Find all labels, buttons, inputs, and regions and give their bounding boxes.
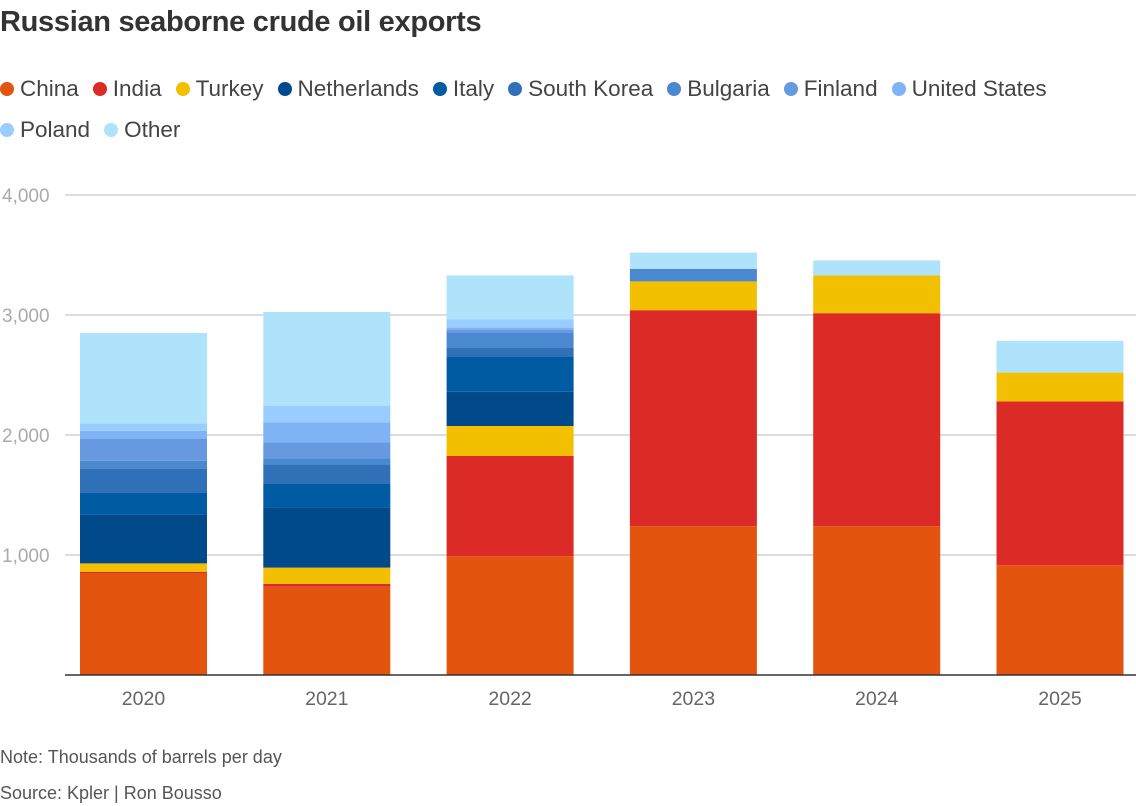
legend-swatch [891,81,906,96]
bar-segment-other [80,333,207,424]
bar-segment-india [80,571,207,573]
bar-segment-turkey [263,567,391,584]
x-tick-label: 2024 [855,688,899,710]
bar-segment-netherlands [80,514,207,564]
bar-segment-united-states [446,327,574,330]
legend-label: Poland [20,116,91,142]
bar-segment-poland [80,423,207,431]
bar-segment-finland [263,442,391,459]
x-tick-label: 2020 [122,688,166,710]
legend-item: South Korea [508,74,653,103]
bar-segment-turkey [996,372,1124,402]
legend-label: China [20,75,79,101]
x-tick-label: 2023 [672,688,715,710]
legend-label: India [112,75,162,101]
legend-item: Netherlands [277,74,419,103]
y-tick-label: 2,000 [2,426,50,447]
bar-segment-italy [80,492,207,515]
bar-segment-turkey [446,426,574,456]
bar-segment-india [446,456,574,557]
legend-item: Other [104,115,180,144]
bar-segment-netherlands [446,391,574,426]
legend-label: Other [124,116,181,142]
bar-segment-netherlands [263,507,391,568]
bar-segment-south-korea [80,468,207,493]
legend-swatch [0,81,14,96]
bar-segment-turkey [629,281,757,311]
bar-segment-china [446,556,574,675]
bar-segment-united-states [263,422,391,443]
bar-segment-poland [446,319,574,328]
legend-item: India [92,74,162,103]
bar-segment-china [263,586,391,675]
x-tick-label: 2021 [305,688,348,710]
bar-segment-italy [446,357,574,392]
legend-swatch [0,122,14,137]
legend-item: Poland [0,115,90,144]
chart-source: Source: Kpler | Ron Bousso [0,783,222,803]
legend-swatch [104,122,119,137]
legend-swatch [783,81,798,96]
bar-segment-south-korea [263,464,391,484]
legend: China India Turkey Netherlands Italy South Ko… [0,74,1130,144]
legend-label: Netherlands [297,75,419,101]
bar-segment-other [446,275,574,320]
legend-swatch [432,81,447,96]
bar-segment-china [813,526,941,675]
y-tick-label: 3,000 [2,306,50,327]
bar-segment-bulgaria [446,333,574,348]
legend-label: Turkey [195,75,264,101]
bar-segment-other [629,252,757,269]
bar-segment-other [996,340,1124,373]
bar-segment-bulgaria [80,460,207,469]
bar-segment-finland [80,438,207,461]
bar-segment-india [263,583,391,587]
legend-swatch [667,81,682,96]
bar-segment-india [813,313,941,527]
y-tick-label: 1,000 [2,546,50,567]
legend-label: Finland [803,75,878,101]
bar-segment-other [263,312,391,406]
bar-segment-turkey [813,275,941,314]
legend-swatch [92,81,107,96]
x-tick-label: 2022 [488,688,531,710]
bar-segment-bulgaria [629,268,757,282]
legend-swatch [175,81,190,96]
bar-segment-italy [263,483,391,508]
chart-plot: 1,000 2,000 3,000 4,000 2020 2021 2022 2023 2024… [2,186,1136,710]
bar-segment-turkey [80,563,207,572]
legend-item: Italy [432,74,495,103]
bar-segment-china [629,526,757,675]
bar-segment-other [813,260,941,276]
bar-segment-poland [263,405,391,423]
legend-item: Finland [783,74,878,103]
legend-label: Bulgaria [687,75,770,101]
legend-item: Turkey [175,74,264,103]
legend-item: Bulgaria [667,74,770,103]
legend-item: China [0,74,79,103]
bar-segment-china [996,565,1124,675]
legend-swatch [277,81,292,96]
x-tick-label: 2025 [1038,688,1082,710]
bar-segment-india [996,401,1124,566]
bar-segment-finland [446,330,574,333]
y-tick-label: 4,000 [2,186,50,207]
legend-label: Italy [452,75,495,101]
bar-segment-united-states [80,430,207,439]
bar-segment-india [629,310,757,527]
bar-segment-south-korea [446,348,574,357]
legend-label: United States [911,75,1047,101]
legend-label: South Korea [528,75,654,101]
legend-item: United States [891,74,1047,103]
bar-segment-china [80,573,207,675]
chart-title: Russian seaborne crude oil exports [0,6,482,38]
legend-swatch [508,81,523,96]
bar-segment-bulgaria [263,458,391,465]
chart-note: Note: Thousands of barrels per day [0,747,282,767]
